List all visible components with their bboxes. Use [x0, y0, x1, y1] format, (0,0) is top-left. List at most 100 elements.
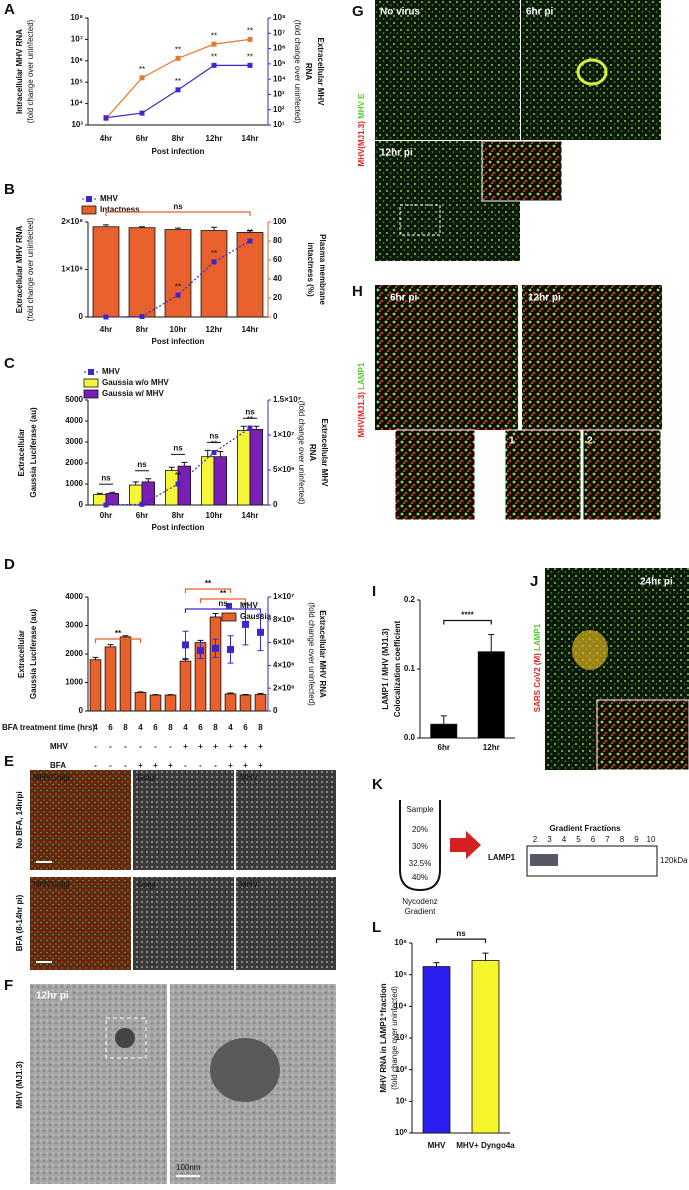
y-axis-label: Gaussia Luciferase (au) [29, 609, 38, 700]
micrograph [133, 877, 234, 970]
inset-label: 2 [587, 436, 593, 447]
error-bar [168, 466, 175, 471]
zoom-box [105, 1017, 147, 1059]
side-label-red: MHV(MJ1.3) [357, 121, 366, 167]
y-tick-label: 0.2 [404, 595, 416, 604]
inset [596, 699, 689, 771]
value-label: ** [175, 77, 181, 86]
y-tick-label: 0.0 [404, 733, 416, 742]
table-cell: - [184, 761, 187, 770]
significance: ns [173, 202, 183, 211]
x-tick-label: 14hr [242, 134, 259, 143]
error-bar [242, 693, 249, 696]
table-row-label: BFA [50, 761, 66, 770]
y2-tick-label: 100 [273, 217, 287, 226]
micrograph [30, 770, 131, 870]
line [103, 425, 253, 508]
y-axis-label: Extracellular [17, 630, 26, 678]
y-tick-label: 5000 [65, 395, 83, 404]
y2-tick-label: 40 [273, 274, 282, 283]
table-cell: - [199, 761, 202, 770]
y-tick-label: 0.1 [404, 664, 416, 673]
panel-letter: K [372, 776, 383, 793]
table-cell: - [154, 742, 157, 751]
error-bar [240, 425, 247, 431]
legend-label: MHV [240, 601, 258, 610]
legend-swatch [83, 389, 99, 399]
y-tick-label: 0 [79, 312, 84, 321]
x-tick-label: 4 [228, 723, 233, 732]
x-tick-label: 8 [123, 723, 128, 732]
line [103, 62, 253, 121]
bar [213, 456, 228, 506]
image-label: 12hr pi [380, 148, 413, 159]
tube-label: 32.5% [409, 859, 432, 868]
channel-label: MHV [33, 880, 51, 889]
channel-label: Golgi [137, 773, 156, 782]
error-bar [182, 658, 189, 662]
y2-tick-label: 10² [273, 105, 285, 114]
table-cell: + [258, 761, 263, 770]
x-axis-label: Post infection [152, 523, 205, 532]
panel-j: 24hr pi SARS CoV2 (M) LAMP1 [533, 568, 689, 771]
error-bar [488, 634, 495, 652]
zoom-box [399, 204, 441, 236]
y2-tick-label: 60 [273, 255, 282, 264]
x-axis-label: Post infection [152, 147, 205, 156]
x-tick-label: 8hr [172, 511, 184, 520]
table-cell: + [228, 761, 233, 770]
y-tick-label: 10⁰ [395, 1128, 408, 1137]
value-label: ** [175, 45, 181, 54]
bar [105, 493, 120, 506]
error-bar [92, 656, 99, 660]
channel-label: Golgi [51, 880, 70, 889]
y-axis-label: Extracellular [17, 428, 26, 476]
error-bar [175, 227, 181, 230]
bar [128, 227, 156, 318]
legend-swatch [86, 196, 92, 202]
legend-swatch [226, 603, 232, 609]
y2-tick-label: 10⁴ [273, 74, 286, 83]
legend-label: Gaussia [240, 612, 272, 621]
side-label-green: LAMP1 [533, 623, 542, 651]
x-tick-label: 14hr [242, 511, 259, 520]
value-label: ** [247, 27, 253, 36]
scale-label: 100nm [176, 1163, 201, 1172]
y2-axis-sublabel: (fold change over uninfected) [293, 20, 302, 124]
panel-letter: B [4, 181, 15, 198]
x-tick-label: 8 [258, 723, 263, 732]
micrograph [522, 285, 662, 430]
fraction-label: 10 [647, 835, 656, 844]
value-label: ** [247, 228, 253, 237]
y-tick-label: 10⁵ [70, 77, 83, 86]
arrow [450, 831, 481, 859]
error-bar [107, 644, 114, 647]
y-tick-label: 3000 [65, 621, 83, 630]
table-cell: + [243, 761, 248, 770]
x-tick-label: 4 [138, 723, 143, 732]
y2-tick-label: 10³ [273, 90, 285, 99]
y2-tick-label: 8×10⁶ [273, 615, 295, 624]
error-bar [440, 715, 447, 725]
bar [93, 494, 107, 506]
bracket [105, 211, 251, 216]
x-tick-label: 6hr [438, 743, 450, 752]
fraction-label: 8 [620, 835, 625, 844]
table-cell: - [109, 761, 112, 770]
y2-tick-label: 10⁶ [273, 44, 286, 53]
chart: 0 1×10⁸ 2×10⁸ 0 20 40 60 80 100 4hr 8hr 10hr 12hr 14h… [15, 194, 327, 346]
bar [239, 694, 252, 712]
bar [104, 646, 117, 712]
inset [394, 429, 476, 521]
side-label: MHV(MJ1.3) LAMP1 [357, 362, 366, 437]
structure [576, 58, 608, 86]
vesicle [115, 1028, 135, 1048]
y2-tick-label: 10⁷ [273, 28, 285, 37]
value-label: ** [211, 52, 217, 61]
y2-axis-label: Plasma membrane [318, 234, 327, 305]
x-tick-label: 4 [183, 723, 188, 732]
size-label: 120kDa [660, 856, 688, 865]
error-bar [227, 692, 234, 694]
bar [209, 616, 222, 712]
x-tick-label: MHV+ Dyngo4a [456, 1141, 515, 1150]
